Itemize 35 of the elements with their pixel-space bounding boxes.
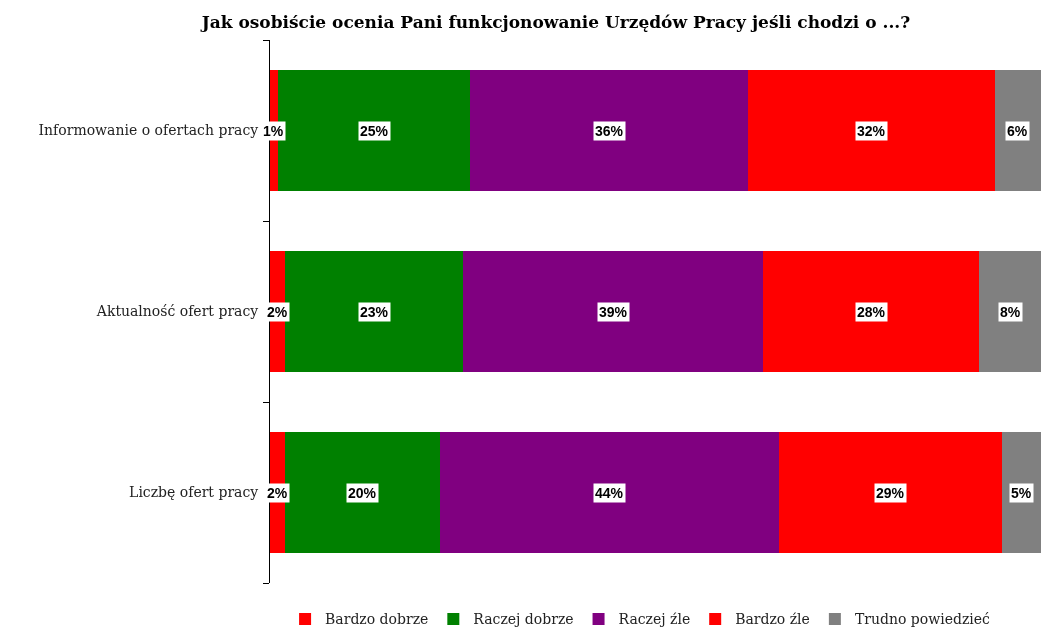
- bar: [285, 431, 440, 554]
- chart-title: Jak osobiście ocenia Pani funkcjonowanie Urzędów Pracy jeśli chodzi o ...?: [199, 12, 911, 33]
- bar: [994, 69, 1041, 192]
- data-label: 1%: [263, 123, 284, 139]
- data-label: 36%: [595, 123, 624, 139]
- data-label: 2%: [267, 485, 288, 501]
- legend-label: Raczej dobrze: [473, 611, 574, 628]
- bar: [439, 431, 779, 554]
- legend-label: Raczej źle: [618, 611, 691, 628]
- data-label: 5%: [1011, 485, 1032, 501]
- y-tick-label: Liczbę ofert pracy: [129, 484, 259, 501]
- legend-label: Bardzo źle: [735, 611, 810, 628]
- legend-label: Trudno powiedzieć: [854, 611, 991, 628]
- bar: [763, 250, 980, 373]
- legend-label: Bardzo dobrze: [325, 611, 429, 628]
- data-label: 6%: [1007, 123, 1028, 139]
- data-label: 32%: [857, 123, 886, 139]
- data-label: 8%: [1000, 304, 1021, 320]
- bar: [1002, 431, 1041, 554]
- data-label: 39%: [599, 304, 628, 320]
- data-label: 25%: [360, 123, 389, 139]
- data-label: 2%: [267, 304, 288, 320]
- bar: [748, 69, 995, 192]
- y-tick-label: Informowanie o ofertach pracy: [38, 122, 259, 139]
- bar: [778, 431, 1003, 554]
- data-label: 28%: [857, 304, 886, 320]
- data-label: 44%: [595, 485, 624, 501]
- data-label: 23%: [360, 304, 389, 320]
- bar: [285, 250, 463, 373]
- data-label: 29%: [876, 485, 905, 501]
- bar: [979, 250, 1041, 373]
- bar: [462, 250, 764, 373]
- bar: [470, 69, 749, 192]
- y-tick-label: Aktualność ofert pracy: [95, 303, 259, 320]
- data-label: 20%: [348, 485, 377, 501]
